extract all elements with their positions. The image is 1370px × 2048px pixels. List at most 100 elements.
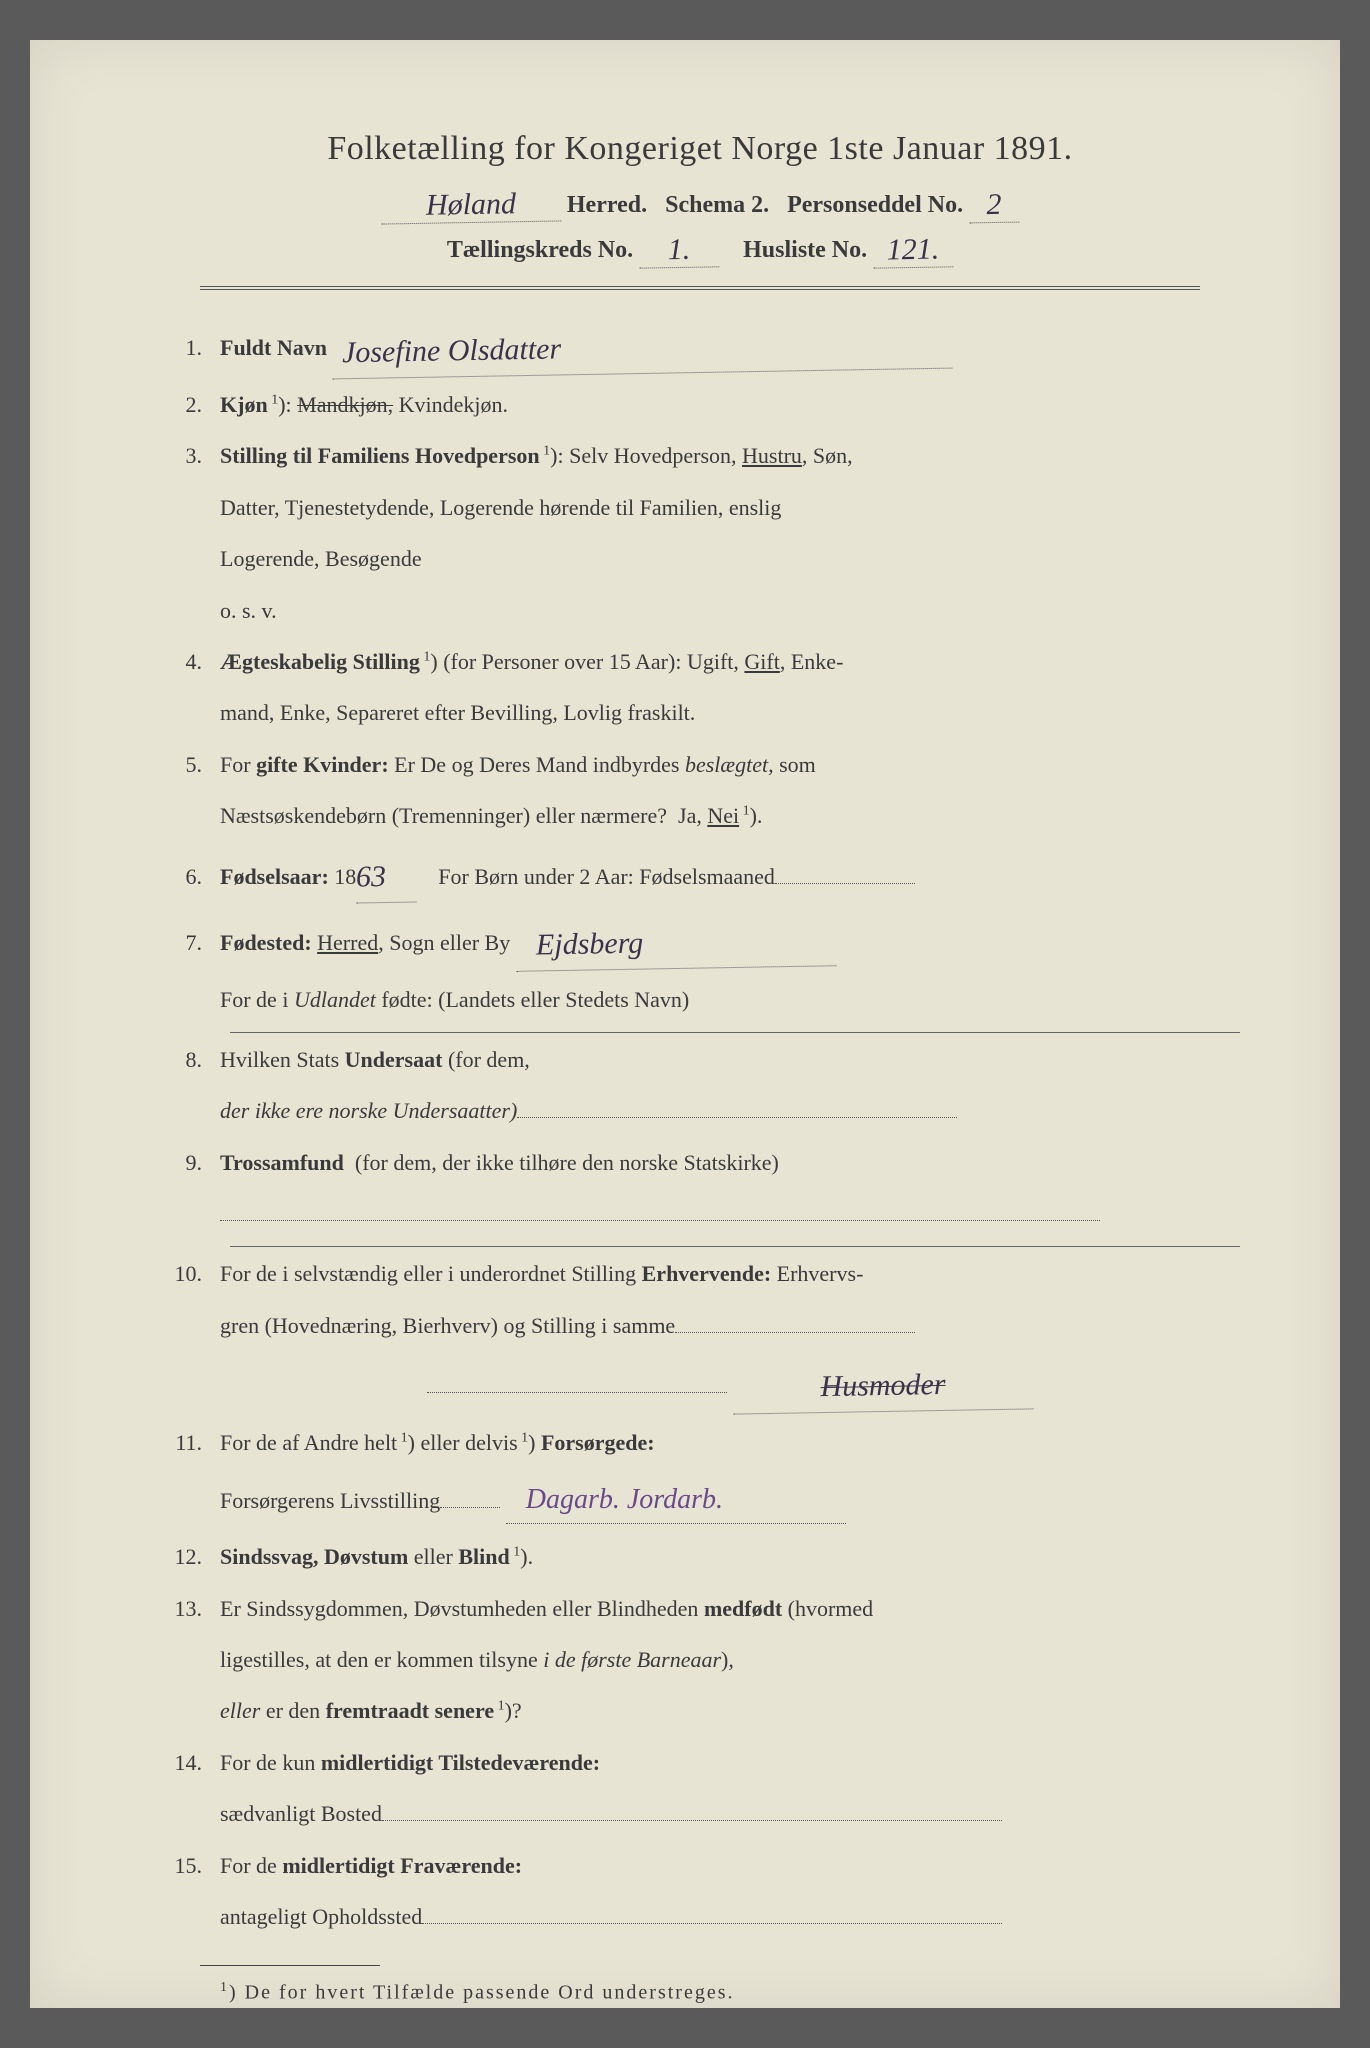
footnote-ref: 1	[540, 444, 551, 459]
tilstede-bold: midlertidigt Tilstedeværende:	[321, 1750, 600, 1775]
divider-2	[230, 1246, 1240, 1247]
row-4-cont: mand, Enke, Separeret efter Bevilling, L…	[170, 694, 1240, 731]
medfodt-text1: Er Sindssygdommen, Døvstumheden eller Bl…	[220, 1596, 698, 1621]
forsorg-text1: For de af Andre helt	[220, 1430, 397, 1455]
erhverv-line2: gren (Hovednæring, Bierhverv) og Stillin…	[220, 1313, 675, 1338]
medfodt-l2c: ),	[721, 1647, 734, 1672]
year-hand: 63	[356, 850, 417, 903]
fravar-text1: For de	[220, 1853, 277, 1878]
form-body: 1. Fuldt Navn Josefine Olsdatter 2. Kjøn…	[160, 320, 1240, 1935]
divider-top	[200, 286, 1200, 290]
undersaat-blank	[517, 1117, 957, 1118]
aegte-paren: (for Personer over 15 Aar):	[443, 649, 681, 674]
row-5-cont: Næstsøskendebørn (Tremenninger) eller næ…	[170, 797, 1240, 834]
row-num: 8.	[170, 1041, 220, 1078]
row-1: 1. Fuldt Navn Josefine Olsdatter	[170, 320, 1240, 372]
footnote-ref: 1	[268, 393, 279, 408]
tilstede-blank	[382, 1820, 1002, 1821]
forsorg-text2: eller delvis	[421, 1430, 518, 1455]
stilling-line1: Selv Hovedperson, Hustru, Søn,	[569, 443, 853, 468]
tilstede-line2: sædvanligt Bosted	[220, 1801, 382, 1826]
row-14-cont: sædvanligt Bosted	[170, 1795, 1240, 1832]
row-7-cont: For de i Udlandet fødte: (Landets eller …	[170, 981, 1240, 1018]
label-fodselsaar: Fødselsaar:	[220, 864, 329, 889]
trossamfund-blank	[220, 1220, 1100, 1221]
row-3-cont3: o. s. v.	[170, 592, 1240, 629]
row-11-cont: Forsørgerens Livsstilling Dagarb. Jordar…	[170, 1476, 1240, 1525]
aegte-opts1: Ugift, Gift, Enke-	[687, 649, 843, 674]
row-8: 8. Hvilken Stats Undersaat (for dem,	[170, 1041, 1240, 1078]
footnote-ref: 1	[510, 1545, 521, 1560]
gifte-text2: som	[779, 752, 816, 777]
label-stilling: Stilling til Familiens Hovedperson	[220, 443, 540, 468]
label-aegte: Ægteskabelig Stilling	[220, 649, 420, 674]
personseddel-label: Personseddel No.	[787, 192, 963, 218]
label-kjon: Kjøn	[220, 392, 268, 417]
medfodt-l3a: eller	[220, 1698, 260, 1723]
erhverv-text2: Erhvervs-	[777, 1261, 864, 1286]
medfodt-l3c: fremtraadt senere	[326, 1698, 494, 1723]
kreds-no: 1.	[639, 232, 720, 268]
erhverv-bold: Erhvervende:	[642, 1261, 772, 1286]
udlandet-c: fødte: (Landets eller Stedets Navn)	[381, 987, 689, 1012]
row-num: 1.	[170, 329, 220, 366]
tilstede-text1: For de kun	[220, 1750, 315, 1775]
medfodt-bold: medfødt	[704, 1596, 782, 1621]
trossamfund-text: (for dem, der ikke tilhøre den norske St…	[355, 1150, 779, 1175]
row-num: 3.	[170, 437, 220, 474]
row-3-cont1: Datter, Tjenestetydende, Logerende høren…	[170, 489, 1240, 526]
row-2: 2. Kjøn 1): Mandkjøn, Kvindekjøn.	[170, 386, 1240, 423]
row-num: 10.	[170, 1255, 220, 1292]
row-10-value: Husmoder	[170, 1358, 1240, 1410]
forsorg-line2: Forsørgerens Livsstilling	[220, 1488, 440, 1513]
row-num: 4.	[170, 643, 220, 680]
undersaat-text1: Hvilken Stats	[220, 1047, 339, 1072]
erhverv-blank2	[427, 1392, 727, 1393]
row-15-cont: antageligt Opholdssted	[170, 1898, 1240, 1935]
form-subtitle-2: Tællingskreds No. 1. Husliste No. 121.	[160, 231, 1240, 266]
gifte-text1: Er De og Deres Mand indbyrdes	[394, 752, 679, 777]
label-gifte: For gifte Kvinder:	[220, 752, 389, 777]
fravar-blank	[422, 1923, 1002, 1924]
footnote-rule	[200, 1965, 380, 1966]
schema-label: Schema 2.	[665, 192, 769, 218]
udlandet-b: Udlandet	[294, 987, 376, 1012]
row-14: 14. For de kun midlertidigt Tilstedevære…	[170, 1744, 1240, 1781]
row-num: 14.	[170, 1744, 220, 1781]
erhverv-value: Husmoder	[732, 1358, 1033, 1415]
undersaat-text2: (for dem,	[448, 1047, 530, 1072]
forsorg-blank	[440, 1507, 500, 1508]
row-7: 7. Fødested: Herred, Sogn eller By Ejdsb…	[170, 915, 1240, 967]
husliste-label: Husliste No.	[743, 237, 867, 263]
kjon-options: Mandkjøn, Kvindekjøn.	[297, 392, 508, 417]
row-4: 4. Ægteskabelig Stilling 1) (for Persone…	[170, 643, 1240, 680]
navn-value: Josefine Olsdatter	[332, 317, 953, 380]
row-9-blank	[170, 1195, 1240, 1232]
forsorg-bold: Forsørgede:	[541, 1430, 655, 1455]
gifte-besl: beslægtet,	[685, 752, 774, 777]
row-5: 5. For gifte Kvinder: Er De og Deres Man…	[170, 746, 1240, 783]
medfodt-l3b: er den	[266, 1698, 320, 1723]
row-num: 5.	[170, 746, 220, 783]
row-13-cont2: eller er den fremtraadt senere 1)?	[170, 1692, 1240, 1729]
row-num: 2.	[170, 386, 220, 423]
form-title: Folketælling for Kongeriget Norge 1ste J…	[160, 130, 1240, 168]
form-subtitle-1: Høland Herred. Schema 2. Personseddel No…	[160, 186, 1240, 221]
row-6: 6. Fødselsaar: 1863 For Børn under 2 Aar…	[170, 849, 1240, 901]
sindssvag-text: Sindssvag, Døvstum eller Blind	[220, 1544, 510, 1569]
row-9: 9. Trossamfund (for dem, der ikke tilhør…	[170, 1144, 1240, 1181]
label-fodested: Fødested:	[220, 930, 312, 955]
medfodt-l2a: ligestilles, at den er kommen tilsyne	[220, 1647, 538, 1672]
gifte-line2: Næstsøskendebørn (Tremenninger) eller næ…	[220, 803, 739, 828]
medfodt-l2b: i de første Barneaar	[543, 1647, 721, 1672]
fravar-bold: midlertidigt Fraværende:	[282, 1853, 522, 1878]
born-month-blank	[775, 883, 915, 884]
row-11: 11. For de af Andre helt 1) eller delvis…	[170, 1424, 1240, 1461]
footnote-marker: 1	[220, 1980, 229, 1995]
row-8-cont: der ikke ere norske Undersaatter)	[170, 1092, 1240, 1129]
born-label: For Børn under 2 Aar: Fødselsmaaned	[438, 864, 775, 889]
footnote-text: 1) De for hvert Tilfælde passende Ord un…	[160, 1980, 1240, 2005]
row-num: 7.	[170, 924, 220, 961]
row-13: 13. Er Sindssygdommen, Døvstumheden elle…	[170, 1590, 1240, 1627]
medfodt-text2: (hvormed	[788, 1596, 874, 1621]
